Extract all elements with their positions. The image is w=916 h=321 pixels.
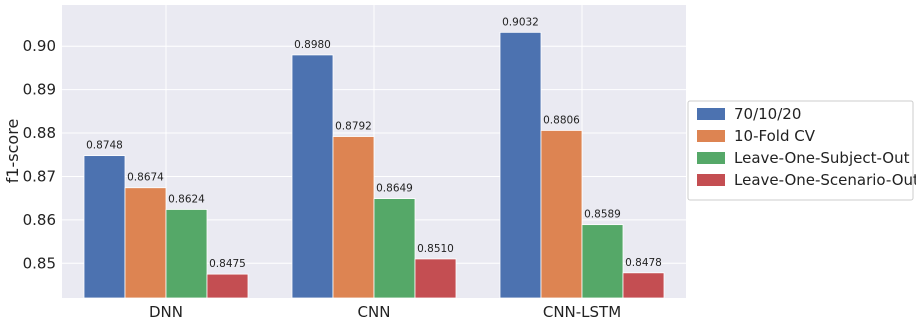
data-label: 0.8748 [86, 140, 123, 152]
legend-swatch [697, 174, 725, 186]
bar-dnn-series-3 [206, 273, 249, 299]
legend: 70/10/20 10-Fold CV Leave-One-Subject-Out L… [687, 100, 916, 201]
legend-frame [687, 100, 914, 201]
data-label: 0.8649 [376, 183, 413, 195]
bar-dnn-series-1 [124, 187, 167, 299]
y-tick-label: 0.86 [23, 211, 56, 229]
y-tick-label: 0.85 [23, 254, 56, 272]
legend-label: 70/10/20 [734, 105, 801, 123]
legend-swatch [697, 130, 725, 142]
y-axis-ticks: 0.85 0.86 0.87 0.88 0.89 0.90 [23, 37, 56, 272]
y-tick-label: 0.90 [23, 37, 56, 55]
bar-cnn-series-0 [291, 54, 334, 299]
legend-label: Leave-One-Scenario-Out [734, 171, 916, 189]
data-label: 0.8478 [625, 257, 662, 269]
legend-swatch [697, 108, 725, 120]
data-label: 0.8674 [127, 172, 164, 184]
data-label: 0.8475 [209, 258, 246, 270]
y-tick-label: 0.89 [23, 81, 56, 99]
data-label: 0.9032 [502, 16, 539, 28]
legend-label: 10-Fold CV [734, 127, 816, 145]
bar-cnn-lstm-series-2 [581, 224, 624, 299]
x-category-label: DNN [149, 303, 183, 321]
data-label: 0.8510 [417, 243, 454, 255]
x-category-label: CNN-LSTM [543, 303, 621, 321]
data-label: 0.8980 [294, 39, 331, 51]
y-tick-label: 0.87 [23, 167, 56, 185]
bar-dnn-series-2 [165, 209, 208, 299]
bar-cnn-series-3 [414, 258, 457, 299]
data-label: 0.8792 [335, 121, 372, 133]
legend-swatch [697, 152, 725, 164]
bar-cnn-series-2 [373, 198, 416, 299]
bar-cnn-lstm-series-1 [540, 130, 583, 299]
bar-cnn-lstm-series-3 [622, 272, 665, 299]
bar-cnn-series-1 [332, 136, 375, 299]
bar-dnn-series-0 [83, 155, 126, 299]
x-axis-categories: DNN CNN CNN-LSTM [149, 303, 621, 321]
y-tick-label: 0.88 [23, 124, 56, 142]
data-labels: 0.8748 0.8674 0.8624 0.8475 0.8980 0.8792 0.86… [86, 16, 662, 270]
data-label: 0.8589 [584, 209, 621, 221]
legend-label: Leave-One-Subject-Out [734, 149, 910, 167]
y-axis-label: f1-score [3, 119, 22, 184]
data-label: 0.8806 [543, 114, 580, 126]
data-label: 0.8624 [168, 193, 205, 205]
bars [83, 31, 665, 299]
x-category-label: CNN [358, 303, 391, 321]
bar-cnn-lstm-series-0 [499, 31, 542, 299]
